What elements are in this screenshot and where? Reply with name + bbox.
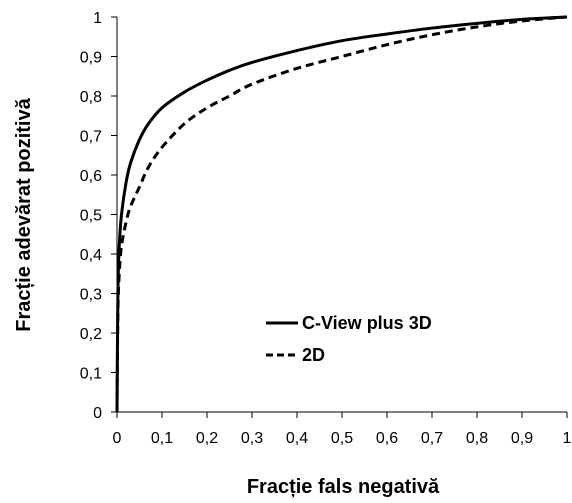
y-tick-label: 0 — [93, 405, 102, 422]
x-tick-label: 0,7 — [421, 430, 443, 447]
x-tick-label: 0,8 — [466, 430, 488, 447]
x-tick-label: 0,3 — [241, 430, 263, 447]
x-tick-label: 0,2 — [196, 430, 218, 447]
x-tick-label: 0,5 — [331, 430, 353, 447]
legend-label: 2D — [302, 345, 325, 365]
x-tick-label: 0,4 — [286, 430, 308, 447]
y-tick-label: 0,3 — [80, 287, 102, 304]
x-tick-label: 0,1 — [151, 430, 173, 447]
y-tick-label: 0,7 — [80, 129, 102, 146]
x-axis-title: Fracție fals negativă — [247, 476, 440, 498]
x-tick-label: 0,6 — [376, 430, 398, 447]
series-line-2d — [115, 15, 568, 413]
y-tick-label: 0,8 — [80, 89, 102, 106]
x-tick-group: 0 0,1 0,2 0,3 0,4 0,5 0,6 0,7 0,8 0,9 1 — [113, 412, 572, 447]
x-tick-label: 0 — [113, 430, 122, 447]
y-tick-label: 0,1 — [80, 366, 102, 383]
axes — [116, 17, 567, 413]
x-tick-label: 0,9 — [511, 430, 533, 447]
legend-label: C-View plus 3D — [302, 313, 432, 333]
y-tick-label: 0,6 — [80, 168, 102, 185]
series-line-c-view-plus-3d — [115, 15, 568, 413]
y-tick-label: 0,5 — [80, 208, 102, 225]
y-tick-label: 0,4 — [80, 247, 102, 264]
series-group — [115, 15, 568, 413]
legend: C-View plus 3D 2D — [266, 313, 432, 365]
y-axis-title: Fracție adevărat pozitivă — [13, 97, 35, 331]
x-tick-label: 1 — [563, 430, 572, 447]
y-tick-group: 0 0,1 0,2 0,3 0,4 0,5 0,6 0,7 0,8 0,9 1 — [80, 10, 117, 422]
y-tick-label: 0,2 — [80, 326, 102, 343]
y-tick-label: 0,9 — [80, 50, 102, 67]
y-tick-label: 1 — [93, 10, 102, 27]
